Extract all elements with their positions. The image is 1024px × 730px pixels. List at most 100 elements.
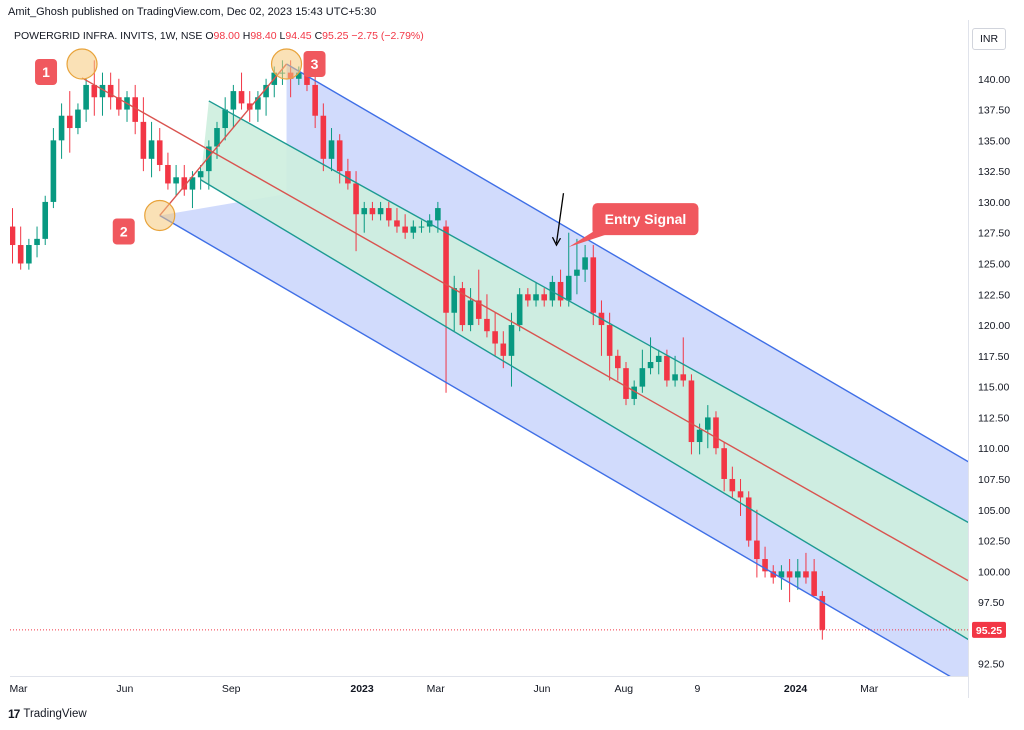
close-value: 95.25 <box>322 30 349 42</box>
candle-body <box>377 208 384 215</box>
candle-1 <box>17 226 24 270</box>
channel-inner-lower-line <box>200 179 968 641</box>
candle-27 <box>230 84 237 129</box>
candle-body <box>770 571 777 578</box>
candle-body <box>83 84 89 110</box>
y-tick-label: 130.00 <box>978 197 1010 209</box>
candle-50 <box>418 220 425 233</box>
candle-body <box>369 208 376 215</box>
candle-81 <box>672 355 678 387</box>
x-tick-label: Jun <box>534 683 551 695</box>
x-tick-label: Sep <box>222 683 241 695</box>
candle-28 <box>238 72 245 110</box>
y-tick-label: 115.00 <box>978 382 1009 394</box>
candle-47 <box>394 208 400 233</box>
candle-body <box>696 429 703 443</box>
pivot-label-1: 1 <box>42 64 50 80</box>
candle-body <box>361 208 368 215</box>
tradingview-footer[interactable]: 17 TradingView <box>8 707 87 721</box>
candle-59 <box>492 312 498 356</box>
y-tick-label: 107.50 <box>978 474 1010 486</box>
candle-body <box>189 177 196 190</box>
candle-12 <box>107 72 114 110</box>
candle-74 <box>615 349 621 381</box>
candle-17 <box>148 121 155 178</box>
high-label: H <box>242 30 251 42</box>
y-tick-label: 117.50 <box>978 351 1009 363</box>
candle-body <box>336 140 343 172</box>
candle-body <box>811 571 817 596</box>
symbol-name: POWERGRID INFRA. INVITS, 1W, NSE <box>14 30 203 42</box>
candle-body <box>737 491 744 498</box>
candle-body <box>222 109 228 129</box>
candle-body <box>107 84 114 98</box>
last-price-tag <box>972 621 1006 638</box>
candle-body <box>140 121 147 159</box>
candle-body <box>508 325 515 356</box>
candle-0 <box>10 208 16 264</box>
candle-body <box>615 355 621 369</box>
candle-body <box>50 140 57 202</box>
pivot-badge-1 <box>35 59 58 86</box>
y-tick-label: 102.50 <box>978 536 1010 548</box>
x-tick-label: Mar <box>427 683 446 695</box>
y-tick-label: 135.00 <box>978 135 1010 147</box>
candle-14 <box>124 91 130 122</box>
candle-body <box>26 245 32 264</box>
candle-body <box>475 300 482 319</box>
candle-41 <box>345 158 351 190</box>
candle-body <box>565 275 572 301</box>
y-tick-label: 100.00 <box>978 566 1010 578</box>
pivot-highlight-1 <box>66 48 98 80</box>
candle-body <box>58 115 65 141</box>
candle-body <box>688 380 695 443</box>
candle-96 <box>794 559 801 590</box>
candle-body <box>713 417 719 449</box>
candle-body <box>672 374 678 381</box>
y-tick-label: 120.00 <box>978 320 1010 332</box>
candle-8 <box>75 103 81 135</box>
candle-21 <box>181 164 188 196</box>
candle-body <box>165 164 171 184</box>
candle-29 <box>246 91 253 122</box>
candle-65 <box>541 288 547 307</box>
candle-7 <box>66 91 73 153</box>
candle-3 <box>34 226 40 258</box>
candle-93 <box>770 565 777 584</box>
candle-71 <box>590 245 597 326</box>
candle-body <box>255 97 261 110</box>
candle-87 <box>721 442 727 492</box>
y-tick-label: 112.50 <box>978 412 1009 424</box>
candle-body <box>606 325 613 356</box>
candle-42 <box>353 171 359 252</box>
candle-15 <box>132 84 138 135</box>
candle-16 <box>140 97 147 172</box>
y-tick-label: 132.50 <box>978 166 1010 178</box>
x-tick-label: Jun <box>116 683 133 695</box>
y-tick-label: 122.50 <box>978 289 1010 301</box>
candle-5 <box>50 128 57 209</box>
candle-86 <box>713 411 719 455</box>
candle-body <box>467 300 474 326</box>
candle-64 <box>533 281 539 307</box>
candle-39 <box>328 128 335 172</box>
candle-body <box>99 84 106 98</box>
candle-91 <box>754 509 760 578</box>
candle-body <box>721 448 727 479</box>
pivot-handle-line <box>159 63 288 216</box>
candle-body <box>206 146 212 172</box>
candle-98 <box>811 559 817 596</box>
candle-body <box>484 318 490 332</box>
candle-body <box>328 140 335 159</box>
candle-19 <box>165 152 171 190</box>
candle-body <box>459 288 466 326</box>
candle-body <box>647 362 654 369</box>
candle-body <box>263 84 269 98</box>
y-tick-label: 97.50 <box>978 597 1004 609</box>
currency-button[interactable]: INR <box>972 28 1006 50</box>
x-tick-label: Mar <box>860 683 879 695</box>
candle-body <box>680 374 687 381</box>
candle-body <box>664 355 670 381</box>
candle-53 <box>443 220 449 393</box>
